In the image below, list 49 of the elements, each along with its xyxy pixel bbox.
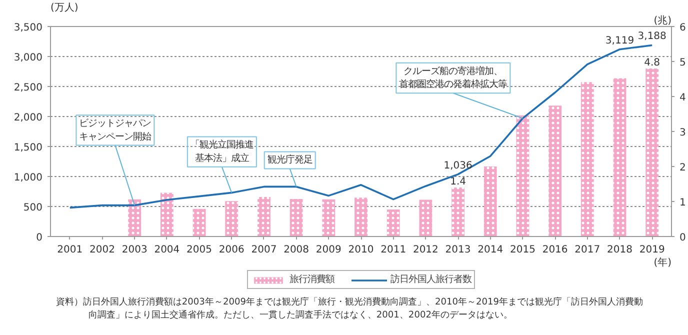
y-tick-label: 2,000: [14, 112, 43, 124]
y-tick-label: 1,000: [14, 172, 43, 184]
x-tick-label: 2016: [542, 244, 568, 256]
legend-label: 旅行消費額: [290, 273, 334, 286]
data-label: 3,119: [605, 35, 634, 46]
y-tick-label: 1,500: [14, 142, 43, 154]
x-tick-label: 2017: [574, 244, 600, 256]
x-tick-label: 2014: [478, 244, 504, 256]
y2-tick-label: 2: [680, 162, 686, 174]
y-axis-title: (万人): [50, 2, 78, 14]
y-tick-label: 500: [23, 202, 43, 214]
x-tick-label: 2003: [122, 244, 148, 256]
annotation: ビジットジャパンキャンペーン開始: [79, 118, 152, 142]
y2-tick-label: 1: [680, 198, 686, 208]
x-tick-label: 2007: [251, 244, 277, 256]
y2-tick-label: 3: [680, 128, 686, 138]
legend-label: 訪日外国人旅行者数: [390, 273, 472, 286]
annotation: 観光庁発足: [267, 154, 312, 166]
x-tick-label: 2019: [639, 244, 665, 256]
annotation: クルーズ船の寄港増加、首都圏空港の発着枠拡大等: [399, 66, 508, 90]
x-tick-label: 2005: [186, 244, 212, 256]
data-label: 1,036: [444, 160, 472, 172]
text: 資料）訪日外国人旅行消費額は2003年～2009年までは観光庁「旅行・観光消費動向調査」、2010年～2019年までは観光庁「訪日外国人消費動向調査」により国土交通省作成。ただし、一貫した調査手法ではなく、2001、2002年のデータはない。: [56, 296, 644, 320]
y-tick-label: 2,500: [14, 82, 43, 94]
x-tick-label: 2006: [218, 244, 244, 256]
annotation: 「観光立国推進基本法」成立: [190, 140, 254, 164]
x-tick-label: 2009: [316, 244, 342, 256]
data-label: 3,188: [638, 31, 666, 42]
x-tick-label: 2011: [380, 244, 406, 256]
y-tick-label: 3,000: [14, 52, 43, 64]
x-tick-label: 2018: [607, 244, 632, 256]
x-tick-label: 2013: [445, 244, 471, 256]
x-tick-label: 2004: [154, 244, 180, 256]
x-tick-label: 2008: [284, 244, 310, 256]
data-label: 1.4: [450, 176, 466, 188]
y2-tick-label: 0: [680, 232, 686, 244]
x-tick-label: 2002: [90, 244, 115, 256]
y2-tick-label: 5: [680, 58, 686, 68]
y-tick-label: 0: [36, 232, 43, 244]
x-tick-label: 2001: [57, 244, 83, 256]
data-label: 4.8: [644, 58, 660, 68]
x-tick-label: 2012: [412, 244, 438, 256]
y2-tick-label: 4: [680, 92, 686, 104]
y2-tick-label: 6: [680, 22, 686, 34]
x-tick-label: 2015: [510, 244, 536, 256]
y2-axis-title: (兆): [654, 14, 672, 26]
x-tick-label: 2010: [348, 244, 374, 256]
x-axis-title: (年): [654, 256, 672, 268]
y-tick-label: 3,500: [14, 22, 43, 34]
